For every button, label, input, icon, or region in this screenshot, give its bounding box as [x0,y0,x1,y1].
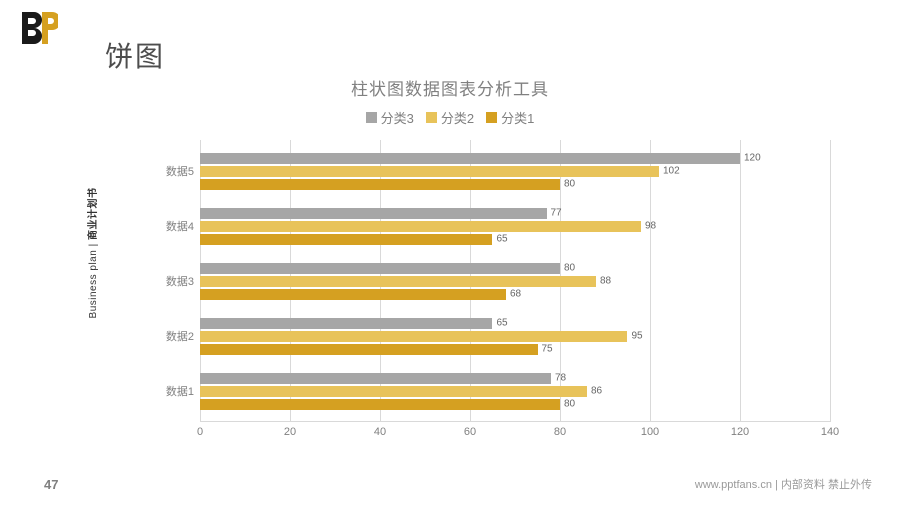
bar-value-label: 80 [564,399,575,410]
bar [200,234,492,245]
bar [200,318,492,329]
sidebar-label-cn: 商业计划书 [88,188,99,241]
legend-swatch [426,112,437,123]
y-tick-label: 数据2 [166,328,200,344]
bar-value-label: 78 [555,373,566,384]
sidebar-label-en: Business plan [88,250,99,319]
y-tick-label: 数据4 [166,218,200,234]
x-tick-label: 80 [554,422,566,438]
legend-swatch [486,112,497,123]
bar [200,263,560,274]
legend-label: 分类3 [381,108,414,127]
bar [200,331,627,342]
bar [200,399,560,410]
bar [200,166,659,177]
grid-line [830,140,831,422]
chart-subtitle: 柱状图数据图表分析工具 [0,75,900,100]
bar-value-label: 68 [510,289,521,300]
legend-swatch [366,112,377,123]
sidebar-label: Business plan | 商业计划书 [84,188,99,319]
bar [200,373,551,384]
y-tick-label: 数据3 [166,273,200,289]
chart-area: 020406080100120140数据512010280数据4779865数据… [150,140,830,446]
bar-value-label: 120 [744,153,761,164]
bar-value-label: 65 [497,318,508,329]
bar [200,344,538,355]
bar-value-label: 88 [600,276,611,287]
x-tick-label: 140 [821,422,839,438]
bar-value-label: 95 [631,331,642,342]
y-tick-label: 数据1 [166,383,200,399]
grid-line [650,140,651,422]
x-tick-label: 120 [731,422,749,438]
footer: www.pptfans.cn | 内部资料 禁止外传 [695,476,872,492]
bar [200,153,740,164]
bar [200,179,560,190]
x-tick-label: 40 [374,422,386,438]
legend-label: 分类2 [441,108,474,127]
footer-site: www.pptfans.cn [695,479,772,491]
grid-line [740,140,741,422]
bar-value-label: 75 [542,344,553,355]
logo [20,10,58,49]
y-tick-label: 数据5 [166,163,200,179]
legend: 分类3 分类2 分类1 [0,108,900,127]
bar [200,276,596,287]
bar-value-label: 102 [663,166,680,177]
bar-value-label: 65 [497,234,508,245]
page-title: 饼图 [105,35,165,75]
bar-value-label: 86 [591,386,602,397]
footer-note: 内部资料 禁止外传 [781,479,872,491]
legend-item: 分类3 [366,108,414,127]
bar [200,386,587,397]
bar-value-label: 98 [645,221,656,232]
bar [200,221,641,232]
plot-area: 020406080100120140数据512010280数据4779865数据… [200,140,830,422]
bar [200,289,506,300]
x-tick-label: 100 [641,422,659,438]
legend-item: 分类1 [486,108,534,127]
bar [200,208,547,219]
x-tick-label: 60 [464,422,476,438]
bar-value-label: 80 [564,263,575,274]
x-tick-label: 0 [197,422,203,438]
slide: Business plan | 商业计划书 饼图 柱状图数据图表分析工具 分类3… [0,0,900,506]
page-number: 47 [44,477,58,492]
bar-value-label: 80 [564,179,575,190]
bar-value-label: 77 [551,208,562,219]
legend-item: 分类2 [426,108,474,127]
x-tick-label: 20 [284,422,296,438]
legend-label: 分类1 [501,108,534,127]
